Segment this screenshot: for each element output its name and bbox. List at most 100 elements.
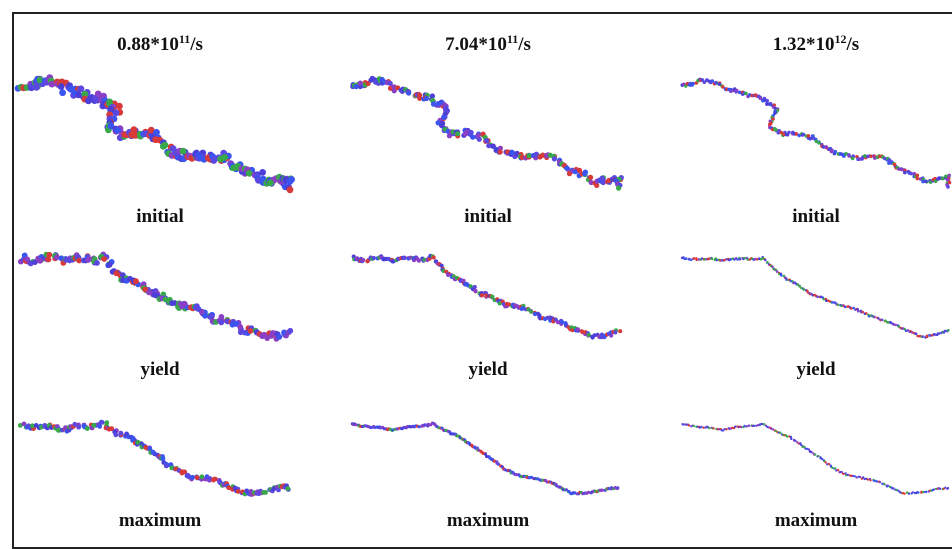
bead [514,150,520,156]
state-label: yield [468,359,507,380]
bead [600,177,606,183]
polymer-chain [14,74,295,194]
bead [803,445,806,448]
bead [925,490,928,493]
state-label: initial [136,206,184,227]
bead [540,152,546,158]
bead [916,334,919,338]
rate-mantissa: 7.04*10 [445,34,507,55]
bead [691,81,695,86]
bead [789,435,793,439]
bead [766,425,769,429]
bead [715,258,719,262]
bead [533,151,540,157]
bead [286,186,294,194]
bead [417,425,421,429]
bead [842,472,845,476]
bead [247,328,254,334]
bead [710,257,714,261]
bead [526,153,532,159]
bead [113,432,119,438]
bead [468,129,474,136]
bead [263,490,268,495]
bead [876,480,879,483]
bead [884,319,887,323]
bead [757,257,761,261]
bead [245,169,253,177]
bead [831,466,834,469]
bead [708,426,711,430]
bead [485,454,489,459]
bead [773,111,777,115]
bead [736,258,739,261]
bead [911,491,914,494]
bead [915,176,920,181]
bead [834,467,837,470]
bead [721,429,725,432]
bead [717,428,721,431]
bead [915,173,920,178]
bead [101,256,108,262]
bead [760,422,763,426]
bead [106,261,113,268]
bead [566,171,573,177]
bead [455,131,461,137]
bead [830,148,834,153]
bead [221,154,229,161]
bead [938,487,942,490]
bead [461,278,466,283]
bead [887,158,892,162]
bead [946,185,950,189]
bead [514,473,519,477]
bead [59,89,66,97]
bead [878,481,882,484]
bead [798,285,801,288]
bead [852,306,855,310]
bead [162,296,169,303]
bead [76,424,82,430]
bead [794,439,797,442]
bead [181,301,188,307]
bead [613,330,618,335]
bead [522,474,526,478]
bead [276,334,283,340]
bead [717,82,722,86]
bead [721,85,725,89]
bead [486,143,492,149]
bead [423,95,429,102]
bead [48,80,56,88]
bead [866,478,870,481]
bead [497,301,502,306]
bead [616,486,620,490]
bead [740,425,743,429]
bead [689,258,693,262]
bead [423,423,427,427]
bead [873,315,876,319]
polymer-chain [351,253,623,340]
bead [130,126,138,133]
polymer-chain [350,75,624,191]
bead [764,258,767,262]
bead [163,463,169,469]
bead [416,258,421,263]
bead [532,311,538,317]
state-label: initial [792,206,840,227]
bead [391,88,397,94]
bead [862,476,865,479]
bead [708,257,711,261]
rate-exponent: 12 [835,32,847,46]
bead [790,437,793,441]
bead [808,137,812,141]
bead [738,257,742,261]
bead [723,258,726,262]
bead [45,256,52,263]
bead [30,423,35,429]
bead [869,154,873,159]
bead [924,179,928,184]
rate-exponent: 11 [179,32,190,46]
bead [785,278,788,281]
bead [281,329,287,336]
bead [515,304,520,309]
bead [109,426,115,432]
bead [435,120,441,126]
